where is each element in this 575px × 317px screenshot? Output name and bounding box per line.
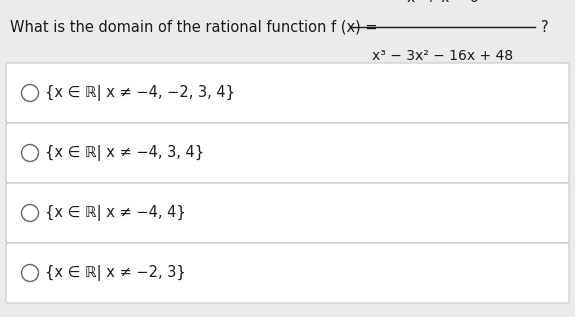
- Text: x² + x − 6: x² + x − 6: [407, 0, 478, 5]
- FancyBboxPatch shape: [6, 123, 569, 183]
- Text: {x ∈ ℝ| x ≠ −2, 3}: {x ∈ ℝ| x ≠ −2, 3}: [45, 265, 186, 281]
- FancyBboxPatch shape: [6, 183, 569, 243]
- FancyBboxPatch shape: [6, 243, 569, 303]
- Text: ?: ?: [541, 20, 549, 35]
- Text: {x ∈ ℝ| x ≠ −4, 4}: {x ∈ ℝ| x ≠ −4, 4}: [45, 205, 186, 221]
- Text: {x ∈ ℝ| x ≠ −4, −2, 3, 4}: {x ∈ ℝ| x ≠ −4, −2, 3, 4}: [45, 85, 235, 101]
- FancyBboxPatch shape: [6, 63, 569, 123]
- Text: {x ∈ ℝ| x ≠ −4, 3, 4}: {x ∈ ℝ| x ≠ −4, 3, 4}: [45, 145, 204, 161]
- Text: x³ − 3x² − 16x + 48: x³ − 3x² − 16x + 48: [372, 49, 513, 63]
- Text: What is the domain of the rational function f (x) =: What is the domain of the rational funct…: [10, 20, 378, 35]
